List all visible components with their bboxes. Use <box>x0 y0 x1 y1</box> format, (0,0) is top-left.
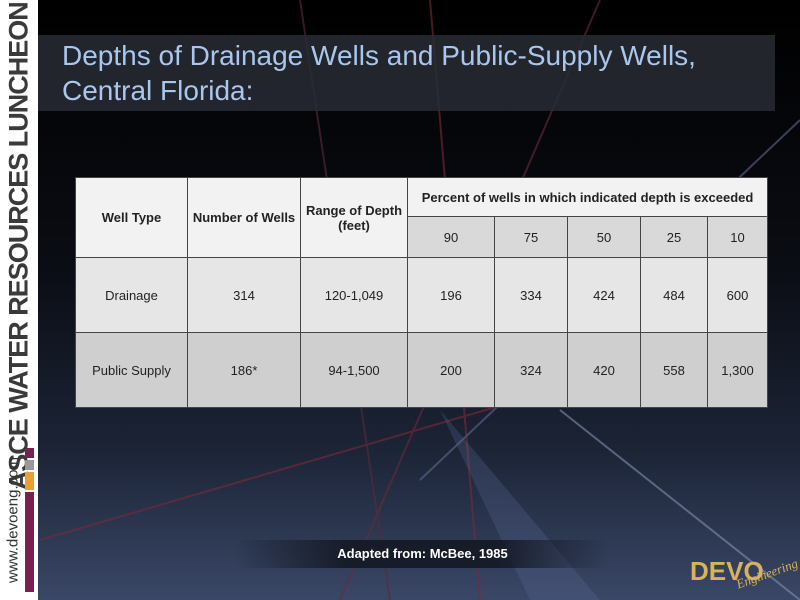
percentile-cell: 90 <box>407 216 495 258</box>
color-block <box>25 448 34 458</box>
table-row: Public Supply 186* 94-1,500 200 324 420 558 1,3… <box>75 332 769 408</box>
sidebar: ASCE WATER RESOURCES LUNCHEON 2010 www.d… <box>0 0 38 600</box>
ray <box>559 409 800 600</box>
table-cell: 424 <box>567 257 641 333</box>
table-cell: 200 <box>407 332 495 408</box>
percentile-cell: 10 <box>706 216 769 258</box>
color-block <box>25 460 34 470</box>
table-cell: 600 <box>706 257 769 333</box>
percentile-cell: 50 <box>567 216 641 258</box>
source-note: Adapted from: McBee, 1985 <box>235 540 610 568</box>
color-block <box>25 492 34 592</box>
table-cell: 484 <box>640 257 708 333</box>
table-cell: 196 <box>407 257 495 333</box>
title-bar <box>38 35 775 111</box>
table-cell: 314 <box>187 257 301 333</box>
table-cell: 1,300 <box>706 332 769 408</box>
header-cell: Percent of wells in which indicated dept… <box>406 177 769 217</box>
data-table: Well Type Number of Wells Range of Depth… <box>75 177 769 408</box>
table-cell: 334 <box>494 257 568 333</box>
header-cell: Range of Depth (feet) <box>300 177 408 258</box>
table-cell: 120-1,049 <box>300 257 408 333</box>
event-name: ASCE WATER RESOURCES LUNCHEON 2010 <box>3 0 34 491</box>
header-cell: Well Type <box>75 177 188 258</box>
table-cell: 558 <box>640 332 708 408</box>
percentile-cell: 25 <box>640 216 708 258</box>
table-cell: 324 <box>494 332 568 408</box>
logo: DEVO <box>690 556 764 586</box>
header-row: Well Type Number of Wells Range of Depth… <box>75 177 769 258</box>
website: www.devoeng.com <box>4 457 22 583</box>
percentile-cell: 75 <box>494 216 568 258</box>
table-cell: 186* <box>187 332 301 408</box>
table-cell: Public Supply <box>75 332 188 408</box>
header-cell: Number of Wells <box>187 177 301 258</box>
table-cell: Drainage <box>75 257 188 333</box>
light-beam <box>440 410 600 600</box>
table-cell: 420 <box>567 332 641 408</box>
color-block <box>25 472 34 490</box>
table-cell: 94-1,500 <box>300 332 408 408</box>
table-row: Drainage 314 120-1,049 196 334 424 484 600 <box>75 257 769 333</box>
slide-title: Depths of Drainage Wells and Public-Supp… <box>62 40 696 106</box>
ray <box>39 399 521 541</box>
